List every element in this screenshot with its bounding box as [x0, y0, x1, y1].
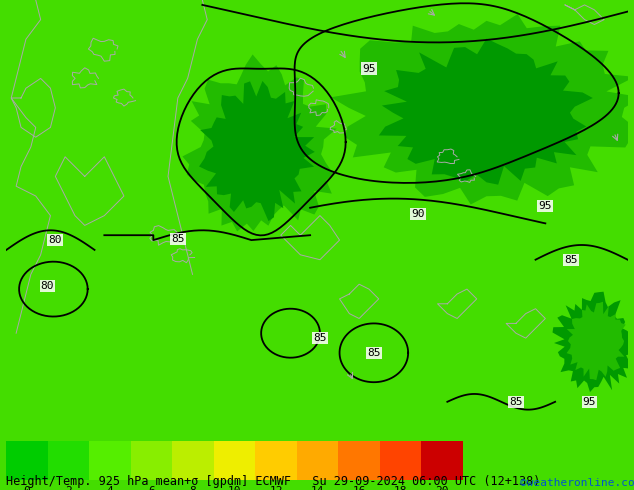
Text: 14: 14: [311, 486, 325, 490]
FancyBboxPatch shape: [214, 441, 256, 480]
Text: 95: 95: [539, 201, 552, 211]
Text: 95: 95: [362, 64, 376, 74]
Text: 80: 80: [49, 235, 62, 245]
FancyBboxPatch shape: [89, 441, 131, 480]
FancyBboxPatch shape: [339, 441, 380, 480]
FancyBboxPatch shape: [172, 441, 214, 480]
Text: 85: 85: [509, 397, 522, 407]
Text: 90: 90: [411, 209, 425, 219]
Polygon shape: [567, 302, 626, 380]
Text: 2: 2: [65, 486, 72, 490]
Text: 18: 18: [394, 486, 407, 490]
Text: 6: 6: [148, 486, 155, 490]
FancyBboxPatch shape: [256, 441, 297, 480]
Polygon shape: [6, 0, 628, 431]
Text: 85: 85: [367, 348, 380, 358]
FancyBboxPatch shape: [131, 441, 172, 480]
Text: 80: 80: [41, 281, 55, 291]
Polygon shape: [552, 292, 634, 392]
Polygon shape: [199, 81, 315, 221]
Text: 0: 0: [23, 486, 30, 490]
FancyBboxPatch shape: [380, 441, 422, 480]
Text: 85: 85: [171, 234, 184, 244]
Text: 16: 16: [353, 486, 366, 490]
Polygon shape: [379, 39, 593, 185]
Text: 10: 10: [228, 486, 242, 490]
FancyBboxPatch shape: [6, 441, 48, 480]
FancyBboxPatch shape: [297, 441, 339, 480]
Polygon shape: [331, 14, 634, 204]
FancyBboxPatch shape: [48, 441, 89, 480]
Text: 12: 12: [269, 486, 283, 490]
Text: 20: 20: [436, 486, 449, 490]
Text: 8: 8: [190, 486, 197, 490]
Text: 85: 85: [564, 255, 578, 265]
Text: Height/Temp. 925 hPa mean+σ [gpdm] ECMWF   Su 29-09-2024 06:00 UTC (12+138): Height/Temp. 925 hPa mean+σ [gpdm] ECMWF…: [6, 474, 541, 488]
Text: 4: 4: [107, 486, 113, 490]
Polygon shape: [183, 54, 337, 231]
Text: 95: 95: [583, 397, 596, 407]
Text: 85: 85: [313, 333, 327, 343]
Text: ©weatheronline.co.uk: ©weatheronline.co.uk: [520, 478, 634, 488]
FancyBboxPatch shape: [422, 441, 463, 480]
